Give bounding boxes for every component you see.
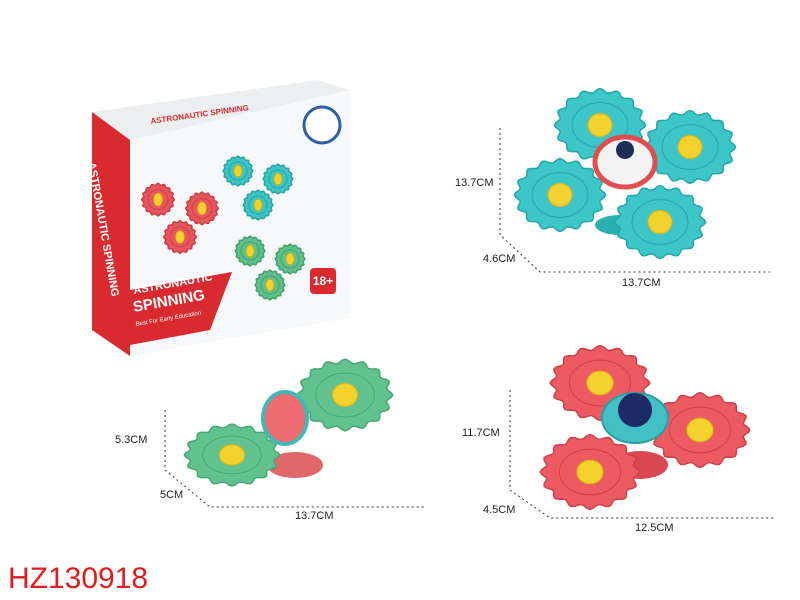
- spinner-ball: [647, 209, 673, 235]
- spinner-ball: [586, 370, 614, 396]
- spinner-ring: [661, 124, 719, 170]
- spinner-ring: [268, 169, 288, 189]
- spinner-ball: [245, 244, 255, 258]
- spinner-ball: [253, 198, 263, 212]
- depth-label: 4.5CM: [483, 504, 515, 516]
- width-label: 12.5CM: [635, 522, 674, 534]
- toy-illustrations: [140, 87, 751, 511]
- spinner-ball: [153, 192, 163, 207]
- spinner-ball: [233, 164, 243, 178]
- dimension-lines: [164, 128, 775, 519]
- spinner-ring: [147, 189, 169, 211]
- height-label: 5.3CM: [115, 434, 147, 446]
- spinner-ball: [197, 201, 207, 216]
- spinner-ring: [260, 275, 280, 295]
- spinner-ring: [668, 406, 732, 454]
- depth-label: 4.6CM: [483, 253, 515, 265]
- spinner-ring: [191, 197, 213, 219]
- visor: [616, 141, 634, 159]
- width-label: 13.7CM: [622, 277, 661, 289]
- spinner-ring: [169, 226, 191, 248]
- visor: [618, 393, 652, 427]
- spinner-ring: [315, 372, 375, 418]
- spinner-ring: [248, 195, 268, 215]
- spinner-ring: [202, 435, 262, 475]
- package-box: [92, 80, 350, 356]
- spinner-ring: [631, 199, 689, 245]
- age-badge: 18+: [313, 274, 333, 288]
- height-label: 11.7CM: [462, 427, 500, 439]
- spinner-ball: [265, 278, 275, 292]
- spinner-ring: [531, 172, 589, 218]
- astronaut: [261, 390, 309, 446]
- spinner-ring: [228, 161, 248, 181]
- spinner-ball: [686, 417, 714, 443]
- astronaut: [592, 134, 658, 190]
- depth-label: 5CM: [160, 489, 183, 501]
- spinner-ring: [568, 359, 632, 407]
- spinner-ball: [587, 112, 613, 138]
- spinner-ball: [331, 383, 359, 407]
- height-label: 13.7CM: [455, 177, 494, 189]
- width-label: 13.7CM: [295, 510, 334, 522]
- spinner-ring: [558, 448, 622, 496]
- spinner-ball: [547, 182, 573, 208]
- product-code: HZ130918: [8, 562, 148, 595]
- spinner-ball: [576, 459, 604, 485]
- spinner-ball: [285, 252, 295, 266]
- spinner-ball: [273, 172, 283, 186]
- suction-cup: [267, 452, 323, 478]
- spinner-ring: [240, 241, 260, 261]
- spinner-ball: [175, 230, 185, 244]
- spinner-ball: [677, 134, 703, 160]
- spinner-ring: [280, 249, 300, 269]
- spinner-ball: [218, 444, 246, 466]
